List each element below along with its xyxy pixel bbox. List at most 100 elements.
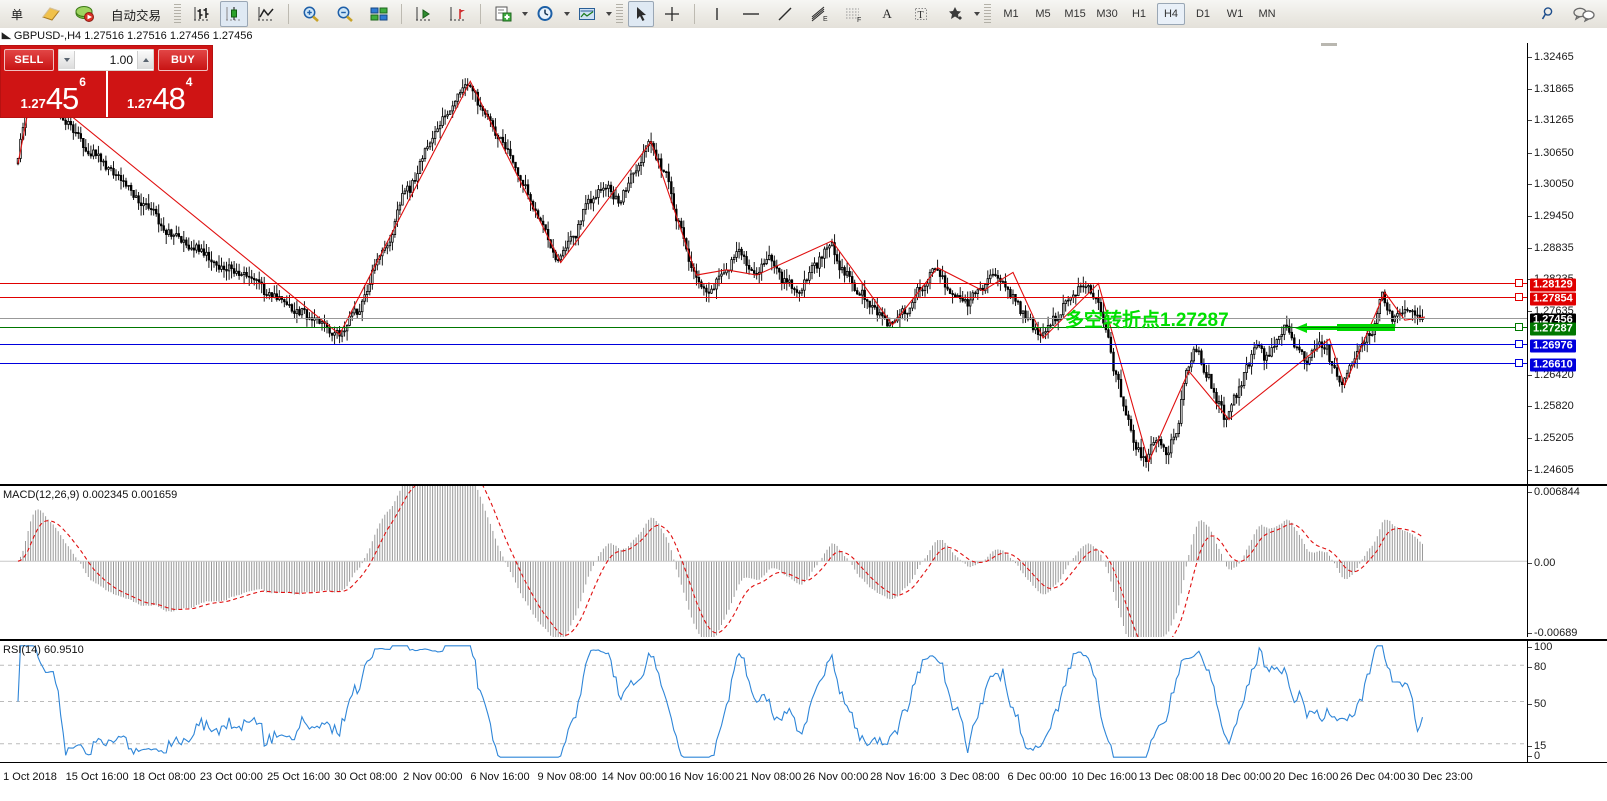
orders-label: 单 [10, 7, 23, 22]
resistance-2-line[interactable] [0, 297, 1527, 299]
toolbar-grip-3[interactable] [984, 4, 992, 24]
macd-axis-label: 0.006844 [1534, 486, 1580, 498]
autotrade-icon[interactable] [69, 1, 101, 27]
crosshair-tool[interactable] [656, 1, 688, 27]
support-1-tag[interactable]: 1.26976 [1530, 339, 1576, 352]
resistance-2-tag[interactable]: 1.27854 [1530, 292, 1576, 306]
timeframe-group: M1 M5 M15 M30 H1 H4 D1 W1 MN [995, 3, 1283, 25]
sell-price-fraction: 6 [79, 75, 86, 89]
horizontal-line-tool[interactable] [735, 1, 767, 27]
rsi-axis-tick [1528, 756, 1532, 757]
candlestick-chart-button[interactable] [220, 1, 249, 27]
buy-price-pips: 48 [152, 81, 185, 116]
time-axis-label: 30 Dec 23:00 [1407, 771, 1473, 783]
sell-price-pips: 45 [45, 81, 79, 116]
bar-chart-button[interactable] [186, 1, 218, 27]
timeframe-h1[interactable]: H1 [1131, 8, 1147, 20]
search-icon[interactable] [1533, 1, 1565, 27]
vertical-line-tool[interactable] [701, 1, 733, 27]
toolbar-grip-1[interactable] [174, 4, 182, 24]
price-axis[interactable]: 1.32465 1.31865 1.31265 1.30650 1.30050 1.294… [1527, 43, 1607, 484]
period-button[interactable] [529, 1, 561, 27]
price-axis-tick [1528, 57, 1532, 59]
volume-increase-button[interactable] [137, 50, 153, 69]
timeframe-mn[interactable]: MN [1258, 8, 1276, 20]
chevron-up-icon [142, 57, 149, 62]
zoom-out-button[interactable] [329, 1, 361, 27]
price-axis-tick [1528, 184, 1532, 186]
timeframe-h4[interactable]: H4 [1157, 3, 1186, 25]
rsi-axis-tick [1528, 647, 1532, 648]
indicators-dropdown-caret[interactable] [522, 12, 529, 16]
buy-price-display[interactable]: 1.27 48 4 [105, 71, 213, 117]
toolbar-separator-2 [401, 4, 403, 24]
price-axis-tick [1528, 152, 1532, 154]
timeframe-m15[interactable]: M15 [1064, 8, 1086, 20]
macd-axis-tick [1528, 563, 1532, 565]
time-axis-label: 1 Oct 2018 [3, 771, 57, 783]
support-1-handle[interactable] [1515, 339, 1523, 348]
pivot-turning-point-tag[interactable]: 1.27287 [1530, 322, 1576, 336]
toolbar-separator-1 [288, 4, 290, 24]
timeframe-m30[interactable]: M30 [1096, 8, 1118, 20]
tile-windows-button[interactable] [363, 1, 395, 27]
macd-axis-label: -0.00689 [1534, 627, 1578, 639]
equidistant-channel-tool[interactable]: E [803, 1, 835, 27]
line-chart-button[interactable] [250, 1, 282, 27]
trendline-tool[interactable] [769, 1, 801, 27]
macd-pane[interactable]: MACD(12,26,9) 0.002345 0.001659 0.006844… [0, 484, 1607, 639]
resistance-1-tag[interactable]: 1.28129 [1530, 278, 1576, 292]
chart-shift-button[interactable] [442, 1, 474, 27]
timeframe-m1[interactable]: M1 [1003, 8, 1019, 20]
pivot-turning-point-handle[interactable] [1515, 323, 1523, 332]
shapes-dropdown-caret[interactable] [974, 12, 981, 16]
text-tool[interactable]: A [882, 6, 892, 21]
support-1-line[interactable] [0, 343, 1527, 345]
time-axis-label: 2 Nov 00:00 [403, 771, 463, 783]
rsi-pane[interactable]: RSI(14) 60.9510 100 80 50 15 0 [0, 639, 1607, 762]
support-2-handle[interactable] [1515, 358, 1523, 367]
timeframe-d1[interactable]: D1 [1195, 8, 1211, 20]
rsi-plot-area[interactable] [0, 641, 1527, 762]
templates-dropdown-caret[interactable] [606, 12, 613, 16]
text-label-tool[interactable]: T [905, 1, 937, 27]
macd-plot-area[interactable] [0, 486, 1527, 637]
support-2-line[interactable] [0, 362, 1527, 364]
orders-button[interactable]: 单 [1, 1, 33, 27]
period-dropdown-caret[interactable] [564, 12, 571, 16]
buy-price-prefix: 1.27 [127, 96, 153, 111]
chat-icon[interactable] [1567, 1, 1601, 27]
price-chart-pane[interactable]: 多空转折点1.27287 1.32465 1.31865 1.31265 1.3065… [0, 43, 1607, 484]
templates-button[interactable] [571, 1, 603, 27]
sell-price-display[interactable]: 1.27 45 6 [1, 71, 106, 117]
resistance-1-line[interactable] [0, 282, 1527, 284]
price-axis-label: 1.32465 [1534, 51, 1574, 64]
cursor-tool[interactable] [628, 1, 655, 27]
resistance-2-handle[interactable] [1515, 293, 1523, 302]
timeframe-w1[interactable]: W1 [1226, 8, 1244, 20]
toolbar-grip-2[interactable] [616, 4, 624, 24]
shapes-tool[interactable] [939, 1, 971, 27]
timeframe-m5[interactable]: M5 [1035, 8, 1051, 20]
chart-horizontal-scrollbar[interactable] [0, 43, 1527, 47]
auto-scroll-button[interactable] [408, 1, 440, 27]
current-bid-line[interactable] [0, 318, 1527, 320]
buy-button[interactable]: BUY [158, 48, 208, 71]
resistance-1-handle[interactable] [1515, 278, 1523, 287]
sell-button[interactable]: SELL [4, 48, 54, 71]
support-2-tag[interactable]: 1.26610 [1530, 358, 1576, 372]
price-axis-label: 1.30650 [1534, 146, 1574, 159]
price-axis-label: 1.31265 [1534, 114, 1574, 127]
volume-stepper[interactable]: 1.00 [58, 48, 154, 71]
price-plot-area[interactable]: 多空转折点1.27287 [0, 43, 1527, 484]
zoom-in-button[interactable] [295, 1, 327, 27]
autotrading-button[interactable]: 自动交易 [103, 1, 169, 27]
time-axis-label: 14 Nov 00:00 [601, 771, 667, 783]
fibonacci-tool[interactable]: F [837, 1, 869, 27]
rsi-axis-label: 15 [1534, 739, 1547, 752]
pivot-turning-point-line[interactable] [0, 327, 1527, 329]
volume-input[interactable]: 1.00 [75, 52, 137, 67]
indicators-button[interactable] [487, 1, 519, 27]
wallet-icon[interactable] [35, 1, 67, 27]
volume-decrease-button[interactable] [59, 50, 75, 69]
